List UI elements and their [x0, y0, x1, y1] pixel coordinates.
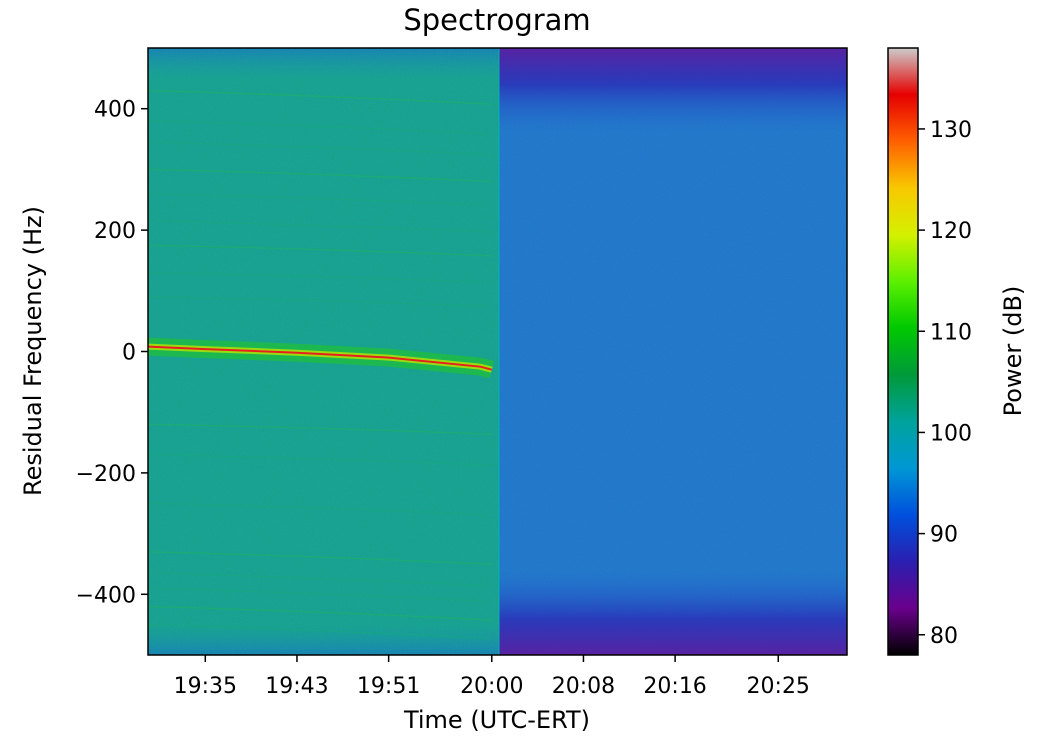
colorbar-label: Power (dB): [999, 286, 1027, 417]
y-tick-label: 0: [122, 341, 136, 366]
y-tick-label: 400: [94, 98, 136, 123]
colorbar: [887, 47, 919, 656]
x-tick-label: 19:35: [174, 674, 237, 699]
y-tick-label: 200: [94, 219, 136, 244]
y-tick-label: −200: [76, 462, 136, 487]
heatmap-plot-area: [148, 48, 847, 655]
carrier-line: [148, 345, 493, 371]
colorbar-tick-label: 130: [930, 118, 972, 143]
colorbar-tick-label: 90: [930, 523, 958, 548]
colorbar-tick-label: 100: [930, 421, 972, 446]
heatmap-segment-after-edges: [499, 48, 847, 655]
x-axis: 19:35 19:43 19:51 20:00 20:08 20:16 20:25: [174, 655, 810, 699]
colorbar-tick-label: 120: [930, 219, 972, 244]
y-axis-label: Residual Frequency (Hz): [19, 206, 47, 496]
x-tick-label: 20:25: [747, 674, 810, 699]
colorbar-axis: 80 90 100 110 120 130: [918, 118, 972, 649]
chart-title: Spectrogram: [403, 3, 590, 37]
x-tick-label: 19:51: [357, 674, 420, 699]
x-tick-label: 20:16: [643, 674, 706, 699]
x-tick-label: 20:00: [460, 674, 523, 699]
x-axis-label: Time (UTC-ERT): [403, 706, 590, 734]
colorbar-tick-label: 80: [930, 624, 958, 649]
x-tick-label: 20:08: [552, 674, 615, 699]
y-axis: 400 200 0 −200 −400: [76, 98, 148, 608]
x-tick-label: 19:43: [265, 674, 328, 699]
y-tick-label: −400: [76, 583, 136, 608]
colorbar-tick-label: 110: [930, 320, 972, 345]
